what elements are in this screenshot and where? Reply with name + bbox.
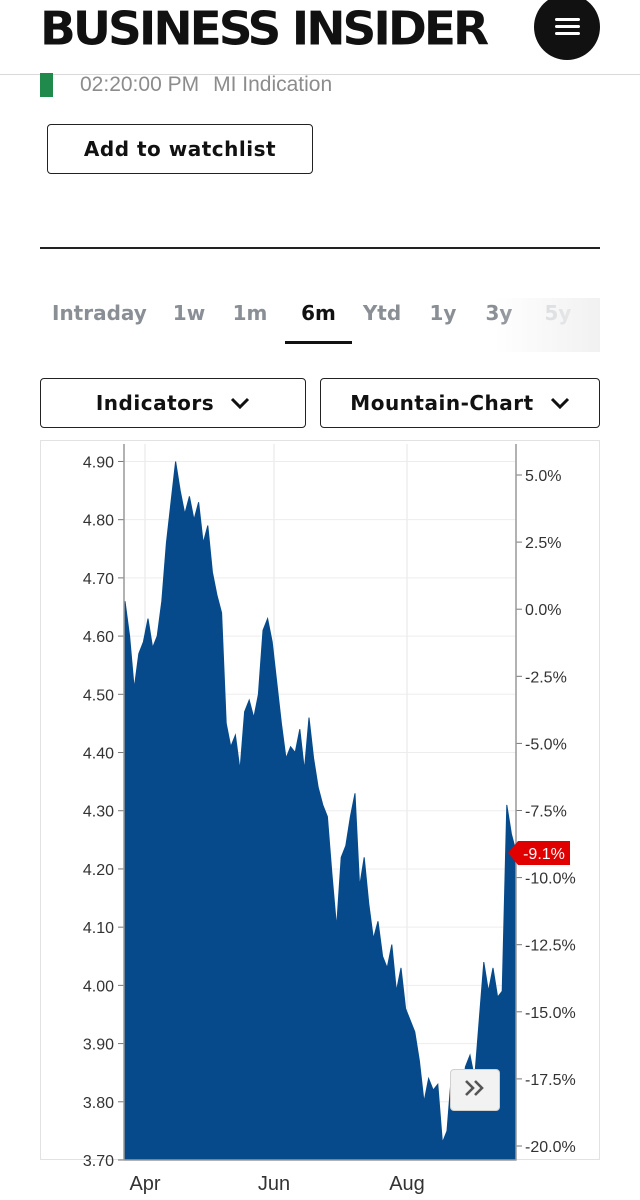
tab-1w[interactable]: 1w bbox=[172, 301, 206, 325]
x-tick-label: Aug bbox=[389, 1173, 425, 1195]
add-to-watchlist-button[interactable]: Add to watchlist bbox=[47, 124, 313, 174]
x-tick-label: Apr bbox=[129, 1173, 160, 1195]
y-right-tick-label: -2.5% bbox=[525, 669, 567, 686]
menu-button[interactable] bbox=[534, 0, 600, 60]
current-change-badge bbox=[508, 841, 570, 865]
y-right-tick-label: -15.0% bbox=[525, 1005, 576, 1022]
indicators-dropdown[interactable]: Indicators bbox=[40, 378, 306, 428]
hamburger-icon bbox=[555, 18, 580, 21]
price-chart[interactable]: 4.90 4.80 4.70 4.60 4.50 4.40 4.30 4.20 4.10 4.00… bbox=[40, 440, 600, 1200]
y-left-tick-label: 4.50 bbox=[83, 687, 114, 704]
site-logo[interactable]: BUSINESS INSIDER bbox=[40, 2, 489, 57]
y-left-tick-label: 4.70 bbox=[83, 571, 114, 588]
tab-6m[interactable]: 6m bbox=[285, 296, 352, 344]
chart-type-dropdown[interactable]: Mountain-Chart bbox=[320, 378, 600, 428]
y-left-tick-label: 3.90 bbox=[83, 1037, 114, 1054]
tab-ytd[interactable]: Ytd bbox=[362, 301, 402, 325]
site-header: BUSINESS INSIDER bbox=[0, 0, 640, 75]
y-right-tick-label: -5.0% bbox=[525, 736, 567, 753]
y-left-tick-label: 4.20 bbox=[83, 862, 114, 879]
quote-status: 02:20:00 PM MI Indication bbox=[40, 72, 332, 98]
x-tick-label: Jun bbox=[258, 1173, 290, 1195]
y-right-tick-label: -12.5% bbox=[525, 938, 576, 955]
quote-source: MI Indication bbox=[213, 73, 333, 96]
y-left-tick-label: 4.40 bbox=[83, 746, 114, 763]
y-left-tick-label: 3.70 bbox=[83, 1153, 114, 1170]
y-left-tick-label: 4.00 bbox=[83, 978, 114, 995]
chart-type-label: Mountain-Chart bbox=[350, 391, 534, 415]
chevron-down-icon bbox=[550, 397, 570, 409]
y-right-tick-label: 0.0% bbox=[525, 602, 561, 619]
tabs-scroll-fade bbox=[494, 298, 600, 352]
indicators-label: Indicators bbox=[95, 391, 215, 415]
tab-1m[interactable]: 1m bbox=[232, 301, 268, 325]
double-chevron-right-icon bbox=[462, 1078, 488, 1103]
tab-1y[interactable]: 1y bbox=[429, 301, 457, 325]
y-right-tick-label: -17.5% bbox=[525, 1072, 576, 1089]
y-right-tick-label: -10.0% bbox=[525, 871, 576, 888]
expand-chart-button[interactable] bbox=[450, 1069, 500, 1111]
tab-intraday[interactable]: Intraday bbox=[52, 301, 147, 325]
divider bbox=[40, 247, 600, 249]
y-right-tick-label: 2.5% bbox=[525, 535, 561, 552]
mountain-chart-svg: 4.90 4.80 4.70 4.60 4.50 4.40 4.30 4.20 4.10 4.00… bbox=[40, 440, 600, 1195]
y-right-tick-label: 5.0% bbox=[525, 468, 561, 485]
y-left-tick-label: 4.60 bbox=[83, 629, 114, 646]
y-left-tick-label: 4.30 bbox=[83, 804, 114, 821]
quote-time: 02:20:00 PM bbox=[80, 73, 200, 96]
y-left-tick-label: 4.80 bbox=[83, 513, 114, 530]
y-left-tick-label: 4.10 bbox=[83, 920, 114, 937]
y-right-tick-label: -7.5% bbox=[525, 804, 567, 821]
y-left-tick-label: 3.80 bbox=[83, 1095, 114, 1112]
current-change-label: -9.1% bbox=[523, 846, 565, 863]
y-left-tick-label: 4.90 bbox=[83, 454, 114, 471]
y-right-tick-label: -20.0% bbox=[525, 1139, 576, 1156]
market-indicator bbox=[40, 73, 53, 97]
chevron-down-icon bbox=[230, 397, 250, 409]
